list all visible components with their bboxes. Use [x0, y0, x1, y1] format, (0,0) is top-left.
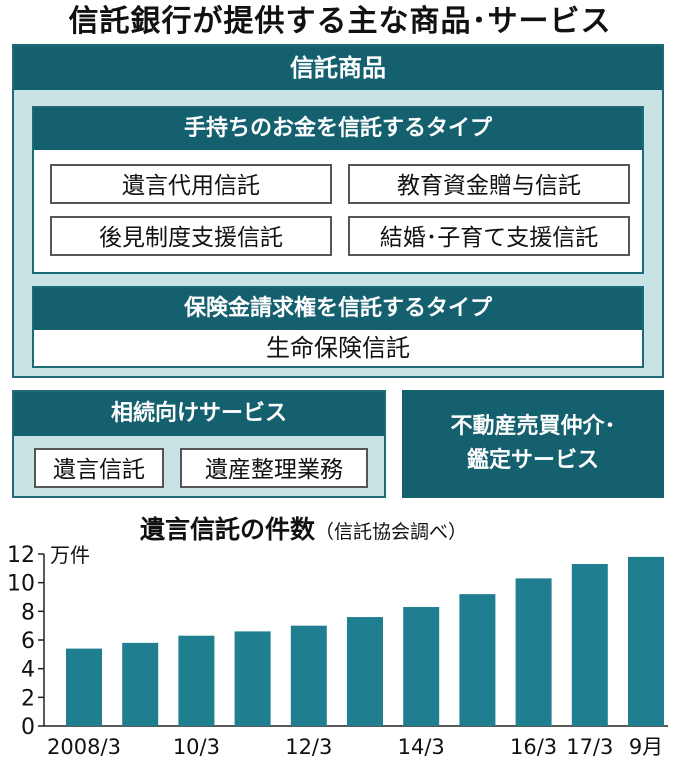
- y-tick-label: 10: [7, 572, 35, 597]
- y-tick-label: 12: [7, 543, 35, 568]
- bar: [347, 617, 383, 726]
- chart-source: （信託協会調べ）: [315, 521, 468, 543]
- x-tick-label: 12/3: [285, 735, 332, 759]
- bar: [628, 556, 664, 726]
- realestate-line-2: 鑑定サービス: [466, 448, 599, 473]
- will-trust-bar-chart: 0 2 4 6 8 10 12 万件 2008/3 10/3 12/3 14/3 16/3 17/3 9月: [7, 543, 668, 759]
- bar: [459, 594, 496, 726]
- product-guardianship-support-trust: 後見制度支援信託: [50, 216, 332, 256]
- inheritance-services-header: 相続向けサービス: [14, 392, 384, 436]
- insurance-claim-trust-header: 保険金請求権を信託するタイプ: [34, 288, 642, 330]
- x-tick-label: 10/3: [173, 735, 220, 759]
- cash-trust-header: 手持ちのお金を信託するタイプ: [34, 108, 642, 150]
- y-tick-label: 2: [21, 686, 35, 711]
- bar: [178, 635, 215, 726]
- x-tick-label: 14/3: [398, 735, 445, 759]
- x-tick-label: 16/3: [510, 735, 557, 759]
- product-testamentary-substitute-trust: 遺言代用信託: [50, 164, 332, 204]
- bar: [66, 648, 102, 726]
- service-will-trust: 遺言信託: [34, 448, 164, 488]
- x-tick-label: 17/3: [566, 735, 613, 759]
- y-tick-label: 0: [21, 715, 35, 740]
- bar: [290, 625, 327, 726]
- trust-products-header: 信託商品: [14, 46, 662, 90]
- bar: [515, 578, 552, 726]
- y-tick-label: 4: [21, 658, 35, 683]
- x-tick-label: 2008/3: [47, 735, 121, 759]
- y-unit-label: 万件: [50, 543, 90, 567]
- product-life-insurance-trust: 生命保険信託: [266, 334, 410, 362]
- realestate-services-panel: 不動産売買仲介･ 鑑定サービス: [402, 390, 664, 498]
- service-estate-settlement: 遺産整理業務: [180, 448, 368, 488]
- x-tick-label: 9月: [629, 735, 663, 759]
- insurance-claim-trust-panel: 保険金請求権を信託するタイプ 生命保険信託: [32, 286, 644, 368]
- inheritance-services-panel: 相続向けサービス 遺言信託 遺産整理業務: [12, 390, 386, 498]
- page-title: 信託銀行が提供する主な商品･サービス: [68, 4, 612, 39]
- bar: [571, 564, 608, 726]
- bar: [403, 607, 440, 726]
- chart-title-block: 遺言信託の件数（信託協会調べ）: [140, 510, 467, 552]
- chart-title: 遺言信託の件数: [140, 515, 316, 544]
- cash-trust-panel: 手持ちのお金を信託するタイプ 遺言代用信託 教育資金贈与信託 後見制度支援信託 …: [32, 106, 644, 274]
- realestate-line-1: 不動産売買仲介･: [450, 414, 616, 439]
- product-education-fund-gift-trust: 教育資金贈与信託: [348, 164, 630, 204]
- product-marriage-childcare-trust: 結婚･子育て支援信託: [348, 216, 630, 256]
- bar: [122, 642, 159, 726]
- y-tick-label: 6: [21, 629, 35, 654]
- trust-products-panel: 信託商品 手持ちのお金を信託するタイプ 遺言代用信託 教育資金贈与信託 後見制度…: [12, 44, 664, 378]
- y-tick-label: 8: [21, 600, 35, 625]
- bar: [234, 631, 271, 726]
